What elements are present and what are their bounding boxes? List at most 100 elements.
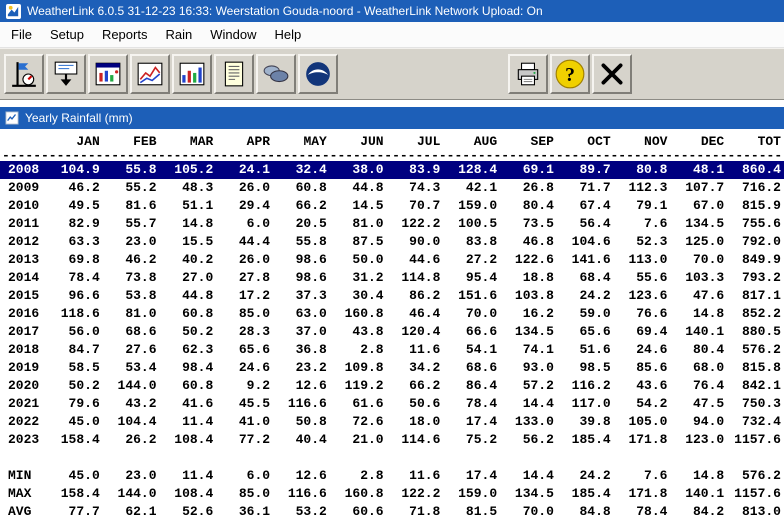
cell: 23.0 — [125, 468, 157, 483]
year-label: 2009 — [8, 180, 40, 195]
print-button[interactable] — [508, 54, 548, 94]
table-row-2011[interactable]: 2011 82.9 55.7 14.8 6.0 20.5 81.0 122.2 100.5 73.… — [0, 215, 784, 233]
cell: 56.4 — [579, 216, 611, 231]
cell: 52.6 — [182, 504, 214, 519]
table-row-2017[interactable]: 2017 56.0 68.6 50.2 28.3 37.0 43.8 120.4 66.6 134… — [0, 323, 784, 341]
cell: 48.3 — [182, 180, 214, 195]
column-header-tot: TOT — [757, 134, 781, 149]
cell: 151.6 — [458, 288, 498, 303]
table-row-2014[interactable]: 2014 78.4 73.8 27.0 27.8 98.6 31.2 114.8 95.4 18.… — [0, 269, 784, 287]
cell: 93.0 — [522, 360, 554, 375]
cell: 50.2 — [182, 324, 214, 339]
cell: 36.1 — [238, 504, 271, 519]
cell: 65.6 — [579, 324, 611, 339]
cell: 51.1 — [182, 198, 214, 213]
cell: 185.4 — [571, 486, 611, 501]
cell: 117.0 — [571, 396, 611, 411]
year-label: 2019 — [8, 360, 40, 375]
table-row-2019[interactable]: 2019 58.5 53.4 98.4 24.6 23.2 109.8 34.2 68.6 93.… — [0, 359, 784, 377]
cell: 755.6 — [741, 216, 781, 231]
cell: 82.9 — [68, 216, 100, 231]
cell: 53.4 — [125, 360, 157, 375]
cell: 171.8 — [628, 486, 668, 501]
cell: 54.2 — [636, 396, 668, 411]
cell: 72.6 — [352, 414, 384, 429]
table-row-2018[interactable]: 2018 84.7 27.6 62.3 65.6 36.8 2.8 11.6 54.1 74.1 5… — [0, 341, 784, 359]
table-row-2023[interactable]: 2023 158.4 26.2 108.4 77.2 40.4 21.0 114.6 75.2 5… — [0, 431, 784, 449]
cell: 116.2 — [571, 378, 611, 393]
cell: 116.6 — [287, 396, 327, 411]
cell: 24.2 — [579, 468, 611, 483]
close-button[interactable] — [592, 54, 632, 94]
cell: 68.0 — [693, 360, 725, 375]
cell: 63.3 — [68, 234, 100, 249]
cell: 43.8 — [352, 324, 384, 339]
cell: 27.0 — [182, 270, 214, 285]
column-header-aug: AUG — [473, 134, 498, 149]
cell: 793.2 — [741, 270, 781, 285]
cell: 55.6 — [636, 270, 668, 285]
download-button[interactable] — [46, 54, 86, 94]
cell: 158.4 — [60, 432, 100, 447]
table-row-2015[interactable]: 2015 96.6 53.8 44.8 17.2 37.3 30.4 86.2 151.6 103… — [0, 287, 784, 305]
menu-item-reports[interactable]: Reports — [101, 27, 148, 42]
cell: 103.3 — [685, 270, 725, 285]
cell: 27.6 — [125, 342, 157, 357]
table-row-2012[interactable]: 2012 63.3 23.0 15.5 44.4 55.8 87.5 90.0 83.8 46.8… — [0, 233, 784, 251]
table-row-2021[interactable]: 2021 79.6 43.2 41.6 45.5 116.6 61.6 50.6 78.4 14.… — [0, 395, 784, 413]
cell: 105.0 — [628, 414, 668, 429]
cell: 576.2 — [741, 468, 781, 483]
menu-item-file[interactable]: File — [11, 27, 32, 42]
cell: 47.5 — [693, 396, 725, 411]
table-row-2022[interactable]: 2022 45.0 104.4 11.4 41.0 50.8 72.6 18.0 17.4 133… — [0, 413, 784, 431]
weather-clouds-button[interactable] — [256, 54, 296, 94]
cell: 54.1 — [465, 342, 498, 357]
table-row-2016[interactable]: 2016 118.6 81.0 60.8 85.0 63.0 160.8 46.4 70.0 16… — [0, 305, 784, 323]
help-button[interactable]: ? — [550, 54, 590, 94]
report-button[interactable] — [214, 54, 254, 94]
cell: 98.6 — [295, 252, 327, 267]
strip-chart-button[interactable] — [172, 54, 212, 94]
noaa-icon — [304, 60, 332, 88]
table-row-2008[interactable]: 2008 104.9 55.8 105.2 24.1 32.4 38.0 83.9 128.4 6… — [0, 161, 784, 179]
cell: 59.0 — [579, 306, 611, 321]
cell: 79.6 — [68, 396, 100, 411]
cell: 12.6 — [295, 468, 327, 483]
bulletin-button[interactable] — [88, 54, 128, 94]
cell: 12.6 — [295, 378, 327, 393]
table-row-2010[interactable]: 2010 49.5 81.6 51.1 29.4 66.2 14.5 70.7 159.0 80.… — [0, 197, 784, 215]
cell: 45.5 — [238, 396, 271, 411]
cell: 56.2 — [522, 432, 554, 447]
table-row-2020[interactable]: 2020 50.2 144.0 60.8 9.2 12.6 119.2 66.2 86.4 57.… — [0, 377, 784, 395]
menu-item-window[interactable]: Window — [210, 27, 257, 42]
station-button[interactable] — [4, 54, 44, 94]
cell: 1157.6 — [734, 432, 781, 447]
cell: 95.4 — [465, 270, 498, 285]
cell: 576.2 — [741, 342, 781, 357]
cell: 80.4 — [693, 342, 725, 357]
menu-item-help[interactable]: Help — [274, 27, 302, 42]
cell: 67.0 — [693, 198, 725, 213]
menu-item-setup[interactable]: Setup — [49, 27, 84, 42]
cell: 73.5 — [522, 216, 554, 231]
column-header-oct: OCT — [587, 134, 611, 149]
noaa-button[interactable] — [298, 54, 338, 94]
year-label: 2011 — [8, 216, 40, 231]
cell: 71.7 — [579, 180, 611, 195]
cell: 24.2 — [579, 288, 611, 303]
cell: 123.6 — [628, 288, 668, 303]
table-row-2009[interactable]: 2009 46.2 55.2 48.3 26.0 60.8 44.8 74.3 42.1 26.8… — [0, 179, 784, 197]
cell: 41.6 — [182, 396, 214, 411]
plot-button[interactable] — [130, 54, 170, 94]
cell: 46.8 — [522, 234, 554, 249]
cell: 60.8 — [295, 180, 327, 195]
cell: 55.2 — [125, 180, 157, 195]
cell: 140.1 — [685, 486, 725, 501]
menu-item-rain[interactable]: Rain — [165, 27, 193, 42]
cell: 60.8 — [182, 306, 214, 321]
download-icon — [52, 60, 80, 88]
table-row-2013[interactable]: 2013 69.8 46.2 40.2 26.0 98.6 50.0 44.6 27.2 122.… — [0, 251, 784, 269]
close-icon — [598, 60, 626, 88]
table-header-row: JAN FEB MAR APR MAY JUN JUL AUG SEP OCT NOV DEC TOT — [0, 133, 784, 151]
